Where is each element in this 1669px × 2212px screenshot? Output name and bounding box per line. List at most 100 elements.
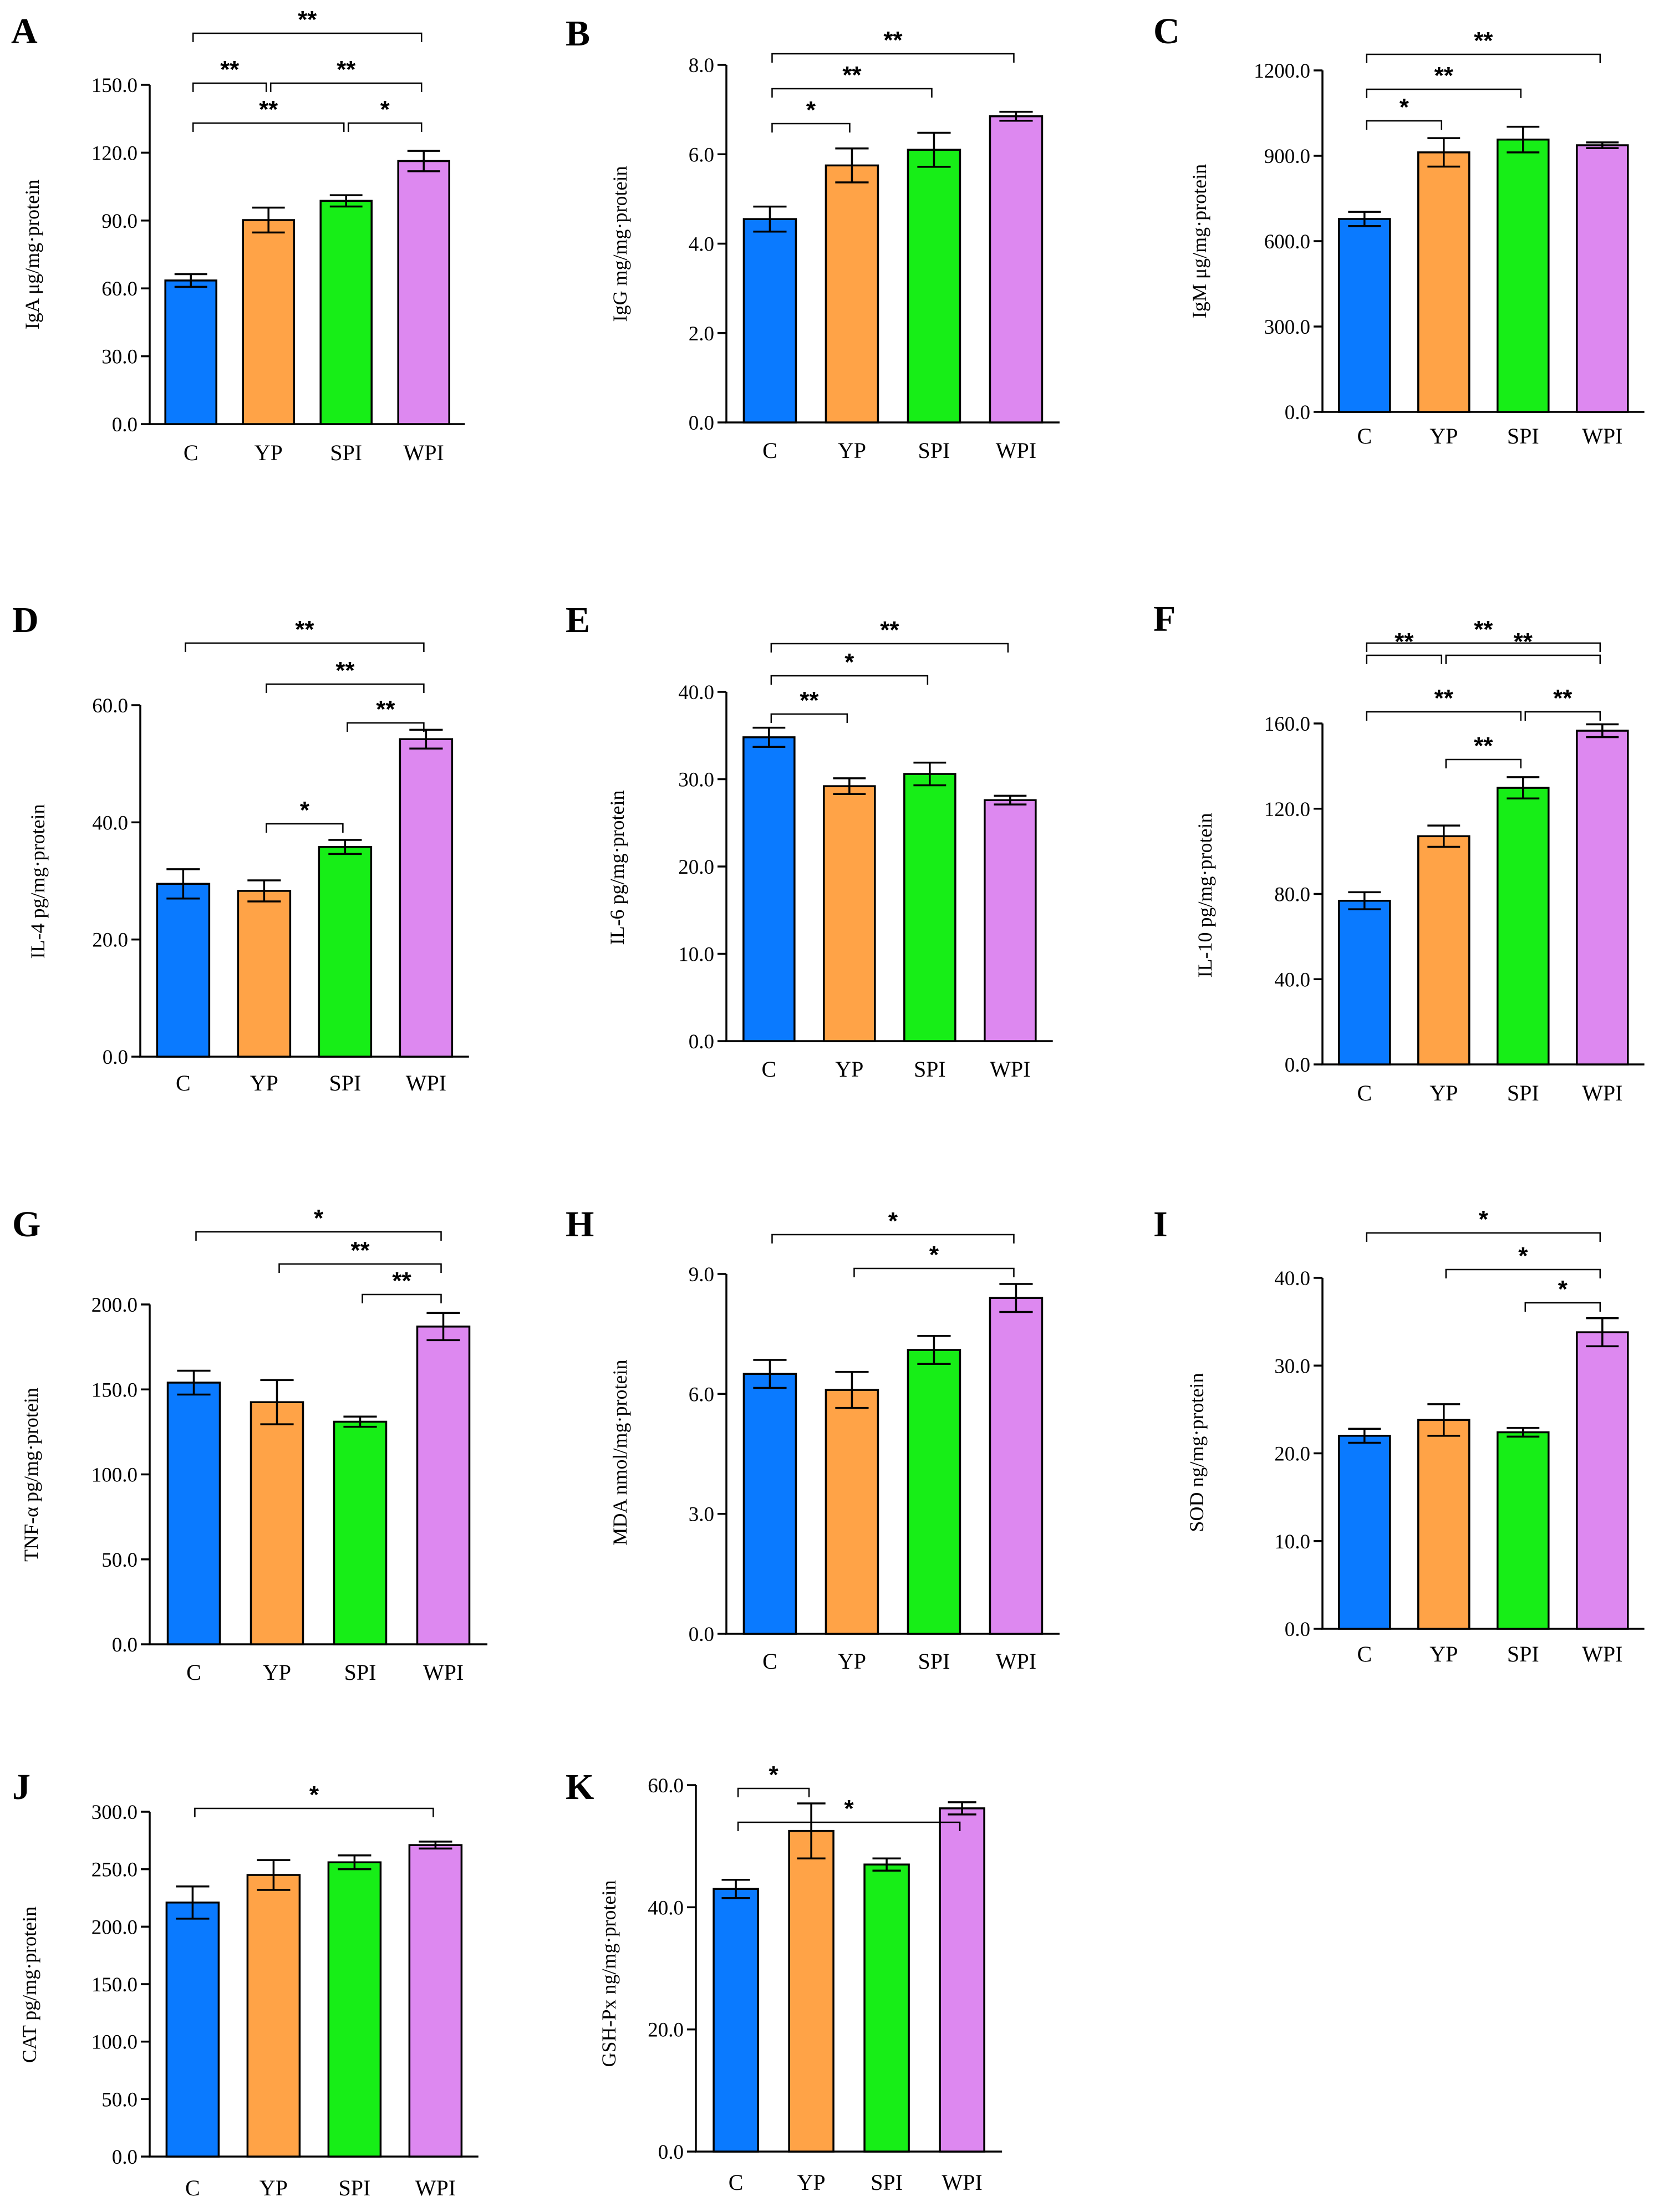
significance-bracket (266, 823, 344, 833)
x-category-label: C (1357, 1080, 1372, 1105)
x-category-label: C (186, 1660, 201, 1685)
bar-yp (825, 164, 879, 424)
y-tick-label: 150.0 (91, 1974, 138, 1996)
x-category-label: YP (250, 1071, 278, 1095)
significance-label: ** (800, 687, 819, 714)
panel-letter: F (1153, 599, 1176, 639)
y-tick-label: 0.0 (689, 1623, 714, 1646)
x-category-label: SPI (918, 1649, 950, 1674)
bar-wpi (989, 1297, 1044, 1635)
bar-wpi (408, 1844, 463, 2158)
y-tick-label: 200.0 (91, 1294, 138, 1317)
significance-bracket (278, 1263, 442, 1273)
bar-yp (1417, 1419, 1470, 1630)
x-category-label: C (1357, 424, 1372, 448)
y-axis-title: IL-10 pg/mg·protein (1194, 813, 1216, 978)
bar-spi (318, 845, 373, 1058)
bar-spi (1497, 787, 1550, 1066)
panel-letter: B (566, 13, 590, 54)
x-category-label: C (762, 1057, 777, 1082)
bar-yp (250, 1401, 304, 1645)
x-category-label: C (762, 438, 777, 463)
significance-label: ** (842, 62, 862, 89)
significance-bracket (269, 82, 423, 92)
y-tick-label: 60.0 (648, 1775, 684, 1797)
y-tick-label: 40.0 (92, 812, 128, 834)
significance-bracket (347, 722, 425, 732)
y-tick-label: 9.0 (689, 1263, 714, 1286)
y-tick-label: 0.0 (1285, 1054, 1310, 1077)
x-category-label: YP (1429, 424, 1458, 448)
bar-c (742, 1373, 797, 1635)
bar-wpi (989, 115, 1044, 424)
significance-label: ** (337, 56, 356, 83)
bar-yp (1417, 835, 1470, 1066)
significance-label: * (888, 1207, 898, 1235)
significance-label: ** (880, 616, 899, 644)
x-category-label: WPI (423, 1660, 464, 1685)
bar-wpi (984, 799, 1037, 1042)
significance-bracket (770, 643, 1009, 653)
x-category-label: SPI (344, 1660, 376, 1685)
x-category-label: SPI (918, 438, 950, 463)
significance-bracket (1445, 654, 1601, 664)
bar-c (742, 736, 796, 1042)
x-category-label: SPI (338, 2175, 370, 2200)
significance-label: ** (1434, 685, 1454, 712)
significance-label: * (300, 797, 310, 824)
bar-wpi (939, 1807, 985, 2153)
x-category-label: SPI (871, 2170, 903, 2195)
significance-label: * (1400, 94, 1410, 121)
y-axis-title: MDA nmol/mg·protein (609, 1360, 631, 1546)
bar-yp (823, 785, 876, 1042)
y-axis-title: IL-6 pg/mg·protein (606, 791, 628, 945)
x-category-label: YP (1429, 1080, 1458, 1105)
significance-label: ** (1434, 62, 1454, 89)
significance-bracket (1524, 711, 1601, 721)
bar-yp (246, 1874, 301, 2158)
bar-yp (788, 1829, 834, 2153)
bar-c (1338, 218, 1391, 413)
y-tick-label: 600.0 (1264, 231, 1310, 253)
y-tick-label: 300.0 (1264, 316, 1310, 339)
significance-bracket (266, 683, 425, 693)
y-tick-label: 40.0 (1274, 969, 1310, 991)
significance-bracket (1366, 654, 1443, 664)
bar-wpi (416, 1326, 471, 1645)
significance-bracket (347, 122, 423, 132)
y-tick-label: 60.0 (101, 278, 138, 300)
y-tick-label: 200.0 (91, 1916, 138, 1939)
x-category-label: YP (1429, 1642, 1458, 1666)
y-tick-label: 120.0 (91, 142, 138, 165)
significance-label: * (929, 1241, 939, 1268)
x-category-label: SPI (1507, 1642, 1539, 1666)
x-category-label: C (1357, 1642, 1372, 1666)
significance-bracket (362, 1293, 442, 1303)
y-tick-label: 30.0 (1274, 1355, 1310, 1378)
significance-label: * (1518, 1242, 1528, 1270)
y-tick-label: 30.0 (101, 346, 138, 369)
significance-bracket (853, 1267, 1015, 1277)
y-tick-label: 0.0 (103, 1046, 128, 1069)
y-tick-label: 50.0 (101, 1549, 138, 1572)
y-tick-label: 0.0 (689, 1031, 714, 1053)
significance-bracket (194, 1807, 434, 1817)
significance-bracket (192, 32, 423, 42)
y-axis-title: IgM μg/mg·protein (1188, 164, 1210, 318)
significance-label: ** (1553, 685, 1573, 712)
y-tick-label: 3.0 (689, 1503, 714, 1526)
bar-yp (1417, 151, 1470, 413)
chart-panel-g: G 0.0 50.0 100.0 150.0 200.0 TNF-α pg/mg·prote… (12, 1204, 487, 1685)
x-category-label: YP (255, 440, 283, 465)
panel-letter: E (566, 600, 590, 640)
y-tick-label: 300.0 (91, 1801, 138, 1824)
y-axis-title: SOD ng/mg·protein (1185, 1373, 1208, 1532)
panel-letter: I (1153, 1204, 1168, 1245)
bar-wpi (397, 160, 450, 425)
bar-c (742, 218, 797, 424)
y-axis-title: IgG mg/mg·protein (609, 166, 631, 322)
significance-label: * (769, 1761, 779, 1788)
y-tick-label: 20.0 (1274, 1443, 1310, 1466)
significance-label: * (844, 1795, 854, 1822)
